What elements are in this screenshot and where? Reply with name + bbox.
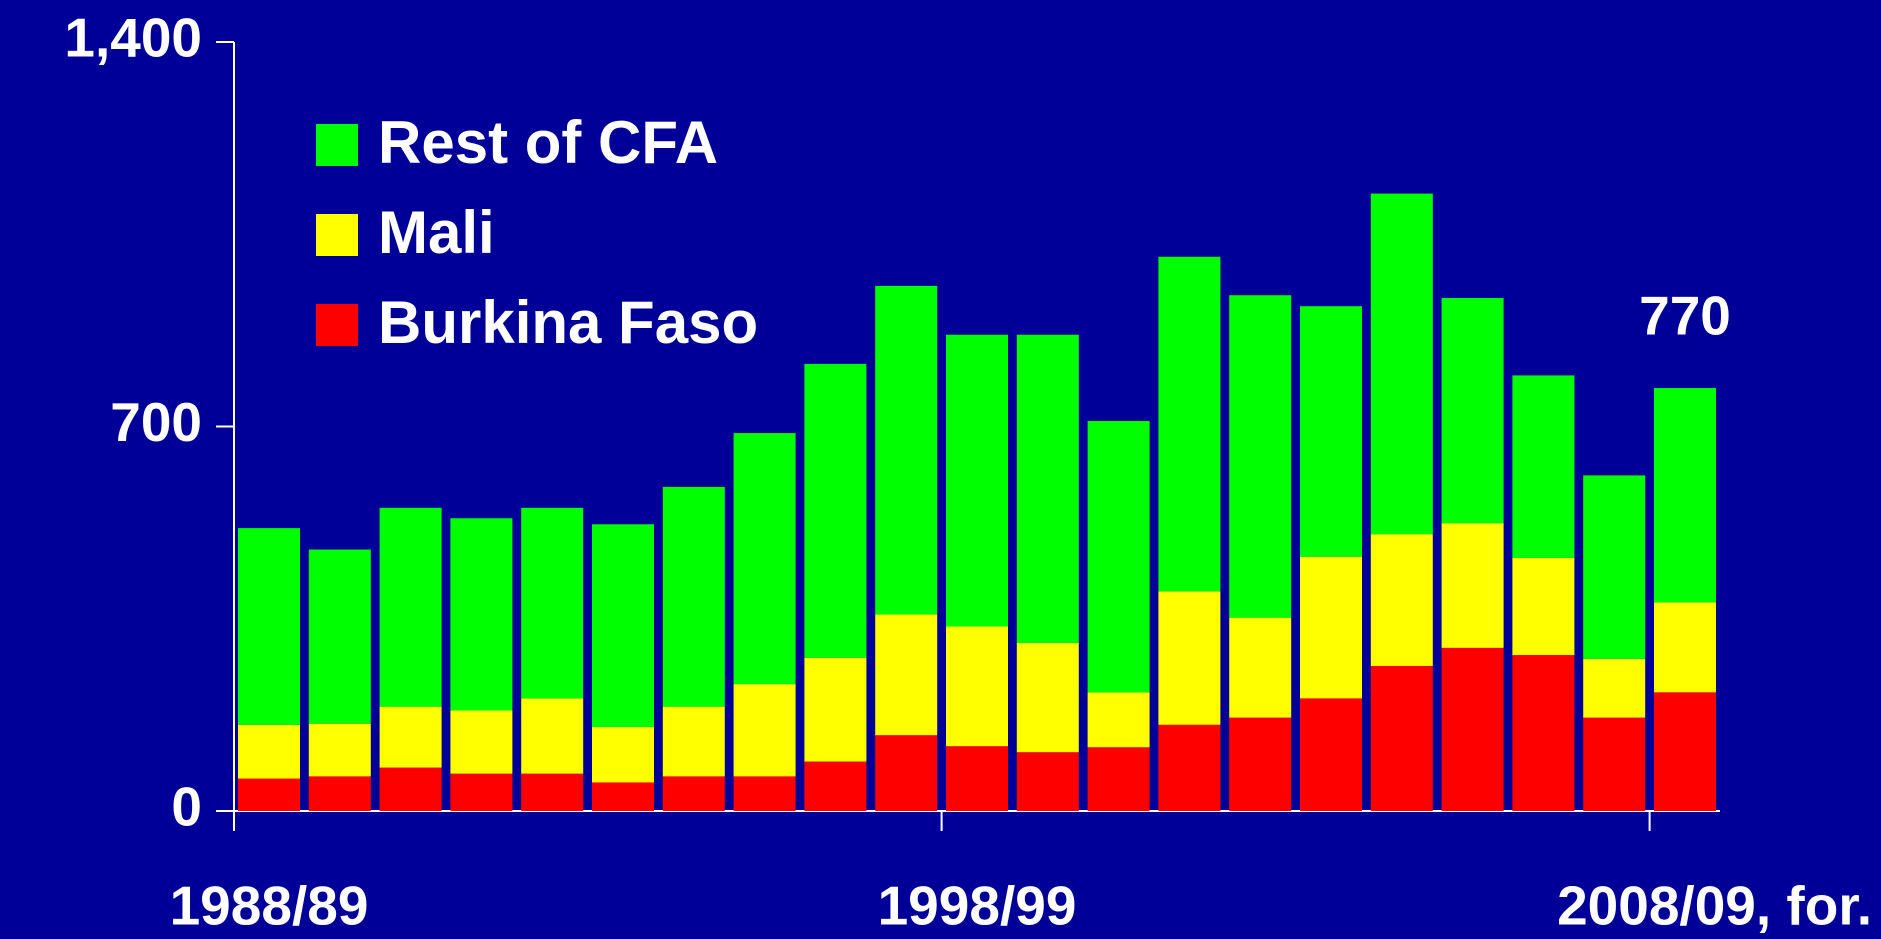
- bar-segment: [1229, 617, 1292, 718]
- bar-segment: [733, 433, 796, 685]
- bar-segment: [308, 776, 371, 811]
- bar-segment: [238, 778, 300, 811]
- legend-label: Burkina Faso: [378, 289, 758, 356]
- bar-segment: [662, 776, 725, 811]
- bar-segment: [1016, 752, 1079, 811]
- x-tick-label: 1988/89: [170, 875, 369, 937]
- legend-label: Rest of CFA: [378, 109, 718, 176]
- bar-segment: [1441, 297, 1504, 524]
- bar-segment: [1583, 475, 1646, 659]
- bar-segment: [450, 518, 513, 711]
- bar-segment: [238, 724, 300, 779]
- y-tick-label: 1,400: [64, 7, 202, 69]
- bar-segment: [379, 706, 442, 768]
- bar-segment: [308, 723, 371, 777]
- bar-segment: [592, 782, 654, 811]
- bar-segment: [1512, 655, 1575, 811]
- legend-swatch: [316, 124, 358, 166]
- y-tick-label: 0: [171, 776, 202, 838]
- bar-segment: [1229, 717, 1292, 811]
- bar-segment: [1370, 534, 1433, 666]
- bar-segment: [946, 626, 1008, 747]
- x-tick-label: 1998/99: [878, 875, 1077, 937]
- bar-segment: [1441, 647, 1504, 811]
- bar-segment: [379, 507, 442, 707]
- bar-segment: [875, 285, 938, 615]
- bar-segment: [1087, 747, 1150, 811]
- bar-segment: [662, 486, 725, 707]
- bar-segment: [1016, 642, 1079, 753]
- bar-segment: [592, 726, 654, 783]
- bar-segment: [733, 684, 796, 777]
- bar-segment: [521, 507, 584, 699]
- bar-segment: [379, 767, 442, 811]
- annotation: 770: [1639, 285, 1731, 347]
- bar-segment: [1441, 523, 1504, 648]
- bar-segment: [308, 549, 371, 724]
- bar-segment: [804, 363, 867, 658]
- bar-segment: [1370, 193, 1433, 535]
- bar-segment: [1087, 692, 1150, 748]
- bar-segment: [1158, 256, 1221, 592]
- bar-segment: [450, 773, 513, 811]
- bar-segment: [1158, 591, 1221, 725]
- bar-segment: [946, 334, 1008, 627]
- bar-segment: [1512, 375, 1575, 558]
- bar-segment: [1300, 698, 1362, 811]
- bar-segment: [733, 776, 796, 811]
- bar-segment: [875, 735, 938, 811]
- bar-segment: [592, 524, 654, 727]
- legend-label: Mali: [378, 199, 495, 266]
- bar-segment: [1654, 602, 1716, 693]
- bar-segment: [1229, 295, 1292, 618]
- bar-segment: [804, 761, 867, 811]
- bar-segment: [662, 706, 725, 777]
- bar-segment: [1512, 557, 1575, 656]
- legend-swatch: [316, 304, 358, 346]
- bar-segment: [521, 773, 584, 811]
- x-tick-label: 2008/09, for.: [1557, 875, 1872, 937]
- bar-segment: [804, 657, 867, 762]
- bar-segment: [1158, 724, 1221, 811]
- bar-segment: [1654, 388, 1716, 603]
- bar-segment: [1087, 421, 1150, 693]
- bar-segment: [1016, 334, 1079, 643]
- bar-segment: [450, 710, 513, 774]
- bar-segment: [1370, 665, 1433, 811]
- bar-segment: [946, 746, 1008, 811]
- y-tick-label: 700: [110, 391, 202, 453]
- bar-segment: [875, 614, 938, 736]
- bar-segment: [521, 698, 584, 774]
- bar-segment: [1583, 658, 1646, 718]
- bar-segment: [1654, 692, 1716, 811]
- legend-swatch: [316, 214, 358, 256]
- bar-segment: [1300, 556, 1362, 699]
- bar-segment: [1300, 306, 1362, 557]
- bar-segment: [1583, 717, 1646, 811]
- bar-segment: [238, 528, 300, 725]
